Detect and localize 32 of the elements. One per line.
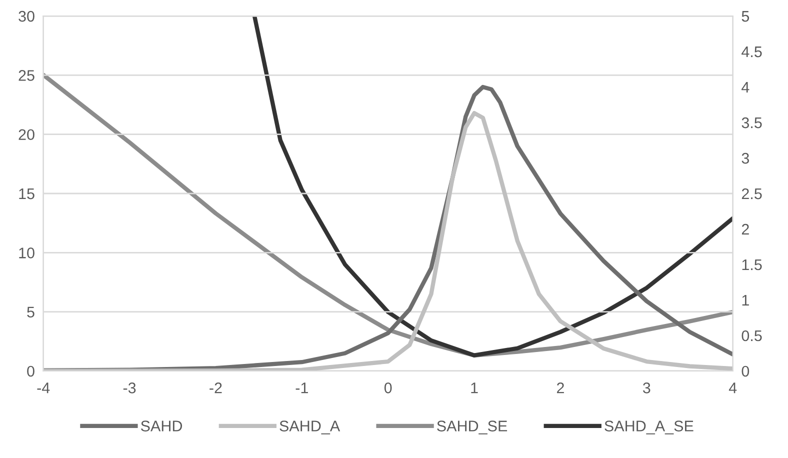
y2-tick-label: 2.5 [742,188,762,200]
x-tick-label: 3 [642,382,650,394]
y2-tick-label: 1.5 [742,260,762,270]
y2-tick-label: 4.5 [742,46,762,58]
legend-label: SAHD [140,420,182,432]
y2-tick-label: 0 [742,366,750,377]
y2-tick-label: 3.5 [742,117,762,128]
y-tick-label: 20 [18,129,34,140]
x-tick-label: -3 [123,382,136,394]
legend-label: SAHD_A [280,420,340,434]
y2-tick-label: 3 [742,152,749,164]
y2-tick-label: 4 [742,82,750,93]
y-tick-label: 5 [27,306,34,318]
legend-label: SAHD_A_SE [604,420,694,434]
y2-tick-label: 1 [742,295,749,306]
legend-label: SAHD_SE [437,420,508,434]
y-tick-label: 15 [19,188,34,200]
x-tick-label: 1 [471,382,478,394]
line-series [252,16,733,358]
y-tick-label: 0 [27,366,34,377]
x-tick-label: -4 [37,382,50,394]
x-tick-label: 4 [728,382,737,394]
y2-tick-label: 0.5 [742,330,762,342]
x-tick-label: 2 [556,382,564,394]
y2-tick-label: 2 [742,224,749,235]
x-tick-label: -1 [296,382,308,394]
y2-tick-label: 5 [742,11,750,22]
y-tick-label: 30 [18,10,34,22]
y-tick-label: 25 [18,70,34,81]
x-tick-label: -2 [210,382,222,394]
y-tick-label: 10 [19,248,34,258]
x-tick-label: 0 [384,382,392,394]
